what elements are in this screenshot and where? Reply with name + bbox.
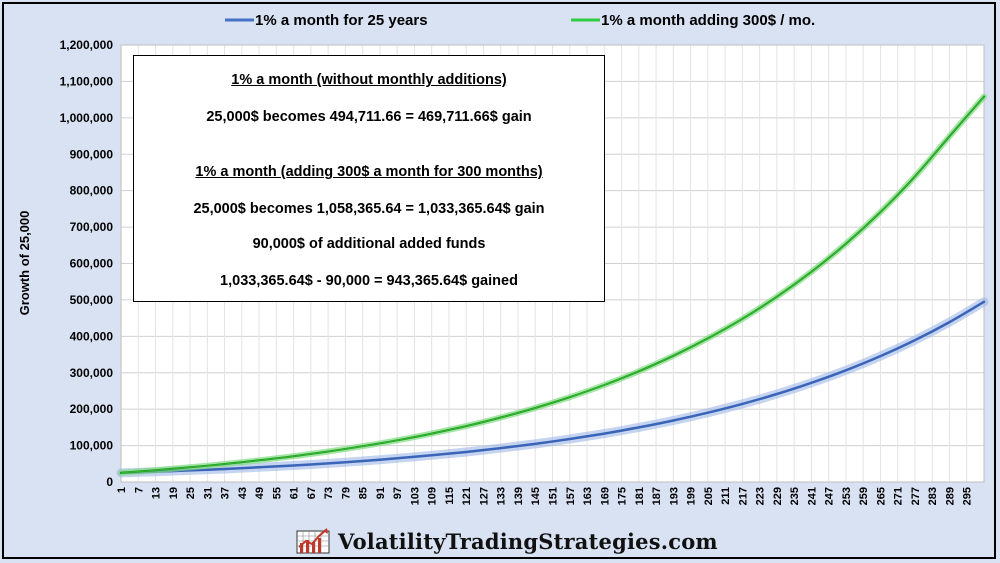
- x-tick-label: 151: [548, 487, 560, 505]
- y-tick-label: 1,200,000: [60, 38, 114, 52]
- x-tick-label: 277: [910, 487, 922, 505]
- x-tick-label: 259: [858, 487, 870, 505]
- x-tick-label: 91: [375, 487, 387, 499]
- x-tick-label: 67: [306, 487, 318, 499]
- y-tick-label: 700,000: [70, 220, 114, 234]
- x-tick-label: 19: [168, 487, 180, 499]
- info-heading-with-additions: 1% a month (adding 300$ a month for 300 …: [195, 164, 543, 180]
- x-tick-label: 139: [513, 487, 525, 505]
- x-tick-label: 265: [875, 487, 887, 505]
- x-tick-label: 157: [565, 487, 577, 505]
- series-highlight-green: [120, 96, 985, 474]
- x-tick-label: 13: [151, 487, 163, 499]
- x-tick-label: 31: [202, 487, 214, 499]
- rising-chart-icon: [296, 528, 330, 554]
- x-tick-label: 163: [582, 487, 594, 505]
- x-tick-label: 205: [703, 487, 715, 505]
- x-tick-label: 73: [323, 487, 335, 499]
- legend: 1% a month for 25 years 1% a month addin…: [225, 12, 815, 29]
- info-line-added-funds: 90,000$ of additional added funds: [252, 236, 486, 252]
- x-tick-label: 97: [392, 487, 404, 499]
- info-heading-without-additions: 1% a month (without monthly additions): [231, 72, 507, 88]
- x-tick-label: 109: [427, 487, 439, 505]
- y-tick-label: 0: [106, 475, 113, 489]
- x-tick-label: 121: [461, 487, 473, 505]
- x-tick-label: 145: [530, 487, 542, 505]
- x-tick-label: 55: [271, 487, 283, 499]
- x-tick-label: 193: [668, 487, 680, 505]
- series-line-blue: [119, 300, 986, 475]
- x-tick-label: 229: [772, 487, 784, 505]
- x-tick-label: 7: [133, 487, 145, 493]
- series-lines: [116, 93, 989, 478]
- x-tick-label: 241: [806, 487, 818, 505]
- x-tick-label: 37: [220, 487, 232, 499]
- x-tick-label: 289: [944, 487, 956, 505]
- y-tick-label: 100,000: [70, 439, 114, 453]
- y-tick-label: 500,000: [70, 293, 114, 307]
- legend-label-blue: 1% a month for 25 years: [255, 12, 428, 29]
- brand-name: VolatilityTradingStrategies.com: [338, 528, 718, 554]
- x-tick-label: 115: [444, 487, 456, 505]
- y-tick-label: 1,100,000: [60, 74, 114, 88]
- y-tick-label: 800,000: [70, 184, 114, 198]
- y-tick-label: 1,000,000: [60, 111, 114, 125]
- x-tick-label: 283: [927, 487, 939, 505]
- info-box: 1% a month (without monthly additions) 2…: [133, 55, 605, 302]
- x-tick-label: 175: [617, 487, 629, 505]
- plot-border: [120, 44, 985, 483]
- x-tick-label: 235: [789, 487, 801, 505]
- x-tick-label: 211: [720, 487, 732, 505]
- x-tick-label: 25: [185, 487, 197, 499]
- x-tick-label: 253: [841, 487, 853, 505]
- y-tick-label: 900,000: [70, 147, 114, 161]
- x-tick-label: 127: [478, 487, 490, 505]
- x-tick-label: 79: [340, 487, 352, 499]
- axes: 0 100,000 200,000 300,000 400,000 500,000 600,…: [60, 38, 985, 505]
- y-tick-label: 300,000: [70, 366, 114, 380]
- y-tick-label: 200,000: [70, 402, 114, 416]
- x-tick-label: 43: [237, 487, 249, 499]
- x-tick-label: 49: [254, 487, 266, 499]
- x-tick-label: 103: [409, 487, 421, 505]
- branding: VolatilityTradingStrategies.com: [296, 526, 718, 556]
- x-tick-label: 181: [634, 487, 646, 505]
- x-tick-label: 169: [599, 487, 611, 505]
- x-tick-label: 217: [737, 487, 749, 505]
- x-tick-label: 295: [962, 487, 974, 505]
- y-axis-label: Growth of 25,000: [17, 211, 32, 316]
- x-tick-label: 187: [651, 487, 663, 505]
- x-tick-label: 223: [755, 487, 767, 505]
- x-tick-label: 1: [116, 487, 128, 493]
- x-tick-label: 61: [289, 487, 301, 499]
- info-line-net-gain: 1,033,365.64$ - 90,000 = 943,365.64$ gai…: [220, 273, 518, 289]
- x-tick-label: 85: [358, 487, 370, 499]
- legend-label-green: 1% a month adding 300$ / mo.: [601, 12, 815, 29]
- x-tick-label: 133: [496, 487, 508, 505]
- info-line-without-additions: 25,000$ becomes 494,711.66 = 469,711.66$…: [206, 109, 532, 125]
- y-tick-label: 600,000: [70, 257, 114, 271]
- x-tick-label: 271: [893, 487, 905, 505]
- x-tick-label: 199: [686, 487, 698, 505]
- y-tick-label: 400,000: [70, 329, 114, 343]
- info-line-with-additions: 25,000$ becomes 1,058,365.64 = 1,033,365…: [193, 201, 545, 217]
- x-tick-label: 247: [824, 487, 836, 505]
